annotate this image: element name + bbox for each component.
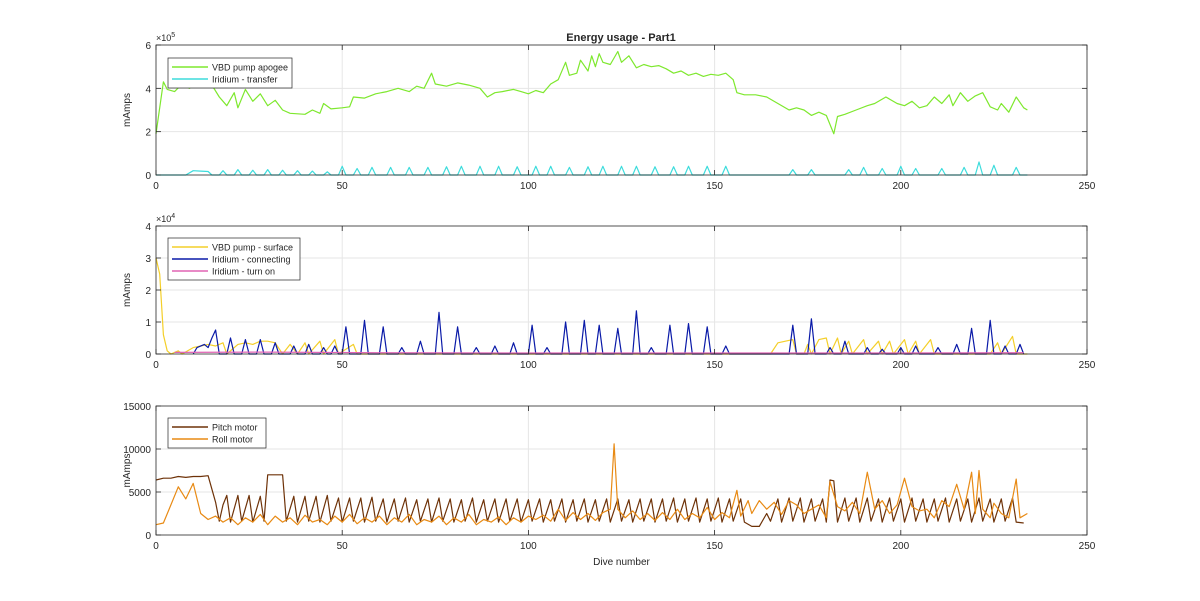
y-tick-label: 4	[145, 222, 151, 233]
legend-entry: Iridium - connecting	[212, 255, 291, 265]
x-tick-label: 100	[520, 181, 537, 192]
x-tick-label: 150	[706, 541, 723, 552]
x-tick-label: 250	[1079, 360, 1096, 371]
y-tick-label: 0	[145, 350, 151, 361]
x-tick-label: 100	[520, 360, 537, 371]
legend-entry: Roll motor	[212, 435, 253, 445]
legend-entry: Pitch motor	[212, 423, 258, 433]
legend-box	[167, 57, 293, 89]
y-tick-label: 3	[145, 254, 151, 265]
y-axis-label: mAmps	[122, 454, 133, 488]
series-line-pitch-motor	[155, 474, 1024, 527]
x-tick-label: 50	[337, 181, 349, 192]
x-tick-label: 50	[337, 541, 349, 552]
legend: VBD pump apogee Iridium - transfer	[167, 57, 293, 89]
x-tick-label: 200	[892, 181, 909, 192]
axes-2: 0 50 100 150 200 250 0 1 2 3 4 ×104 mAmps VBD pump - …	[122, 213, 1096, 371]
y-axis-label: mAmps	[122, 93, 133, 127]
axes-background	[156, 45, 1087, 175]
y-tick-label: 6	[145, 41, 151, 52]
y-tick-label: 0	[145, 171, 151, 182]
x-tick-label: 250	[1079, 181, 1096, 192]
y-tick-label: 4	[145, 84, 151, 95]
y-axis-label: mAmps	[122, 273, 133, 307]
y-tick-label: 10000	[123, 445, 151, 456]
x-tick-label: 250	[1079, 541, 1096, 552]
x-tick-label: 100	[520, 541, 537, 552]
y-tick-label: 15000	[123, 402, 151, 413]
axes-frame	[155, 44, 1088, 176]
axes-background	[156, 406, 1087, 535]
y-exponent-label: ×104	[156, 213, 175, 224]
legend: VBD pump - surface Iridium - connecting Ir…	[167, 237, 301, 281]
y-exponent-label: ×105	[156, 32, 175, 43]
legend-entry: VBD pump - surface	[212, 243, 293, 253]
x-axis-label: Dive number	[593, 557, 650, 568]
x-tick-label: 0	[153, 541, 159, 552]
legend-entry: VBD pump apogee	[212, 63, 288, 73]
series-line-iridium-transfer	[156, 161, 1028, 176]
x-tick-label: 200	[892, 541, 909, 552]
x-tick-label: 50	[337, 360, 349, 371]
legend-entry: Iridium - turn on	[212, 267, 275, 277]
legend: Pitch motor Roll motor	[167, 417, 267, 449]
y-tick-label: 0	[145, 531, 151, 542]
series-line-vbd-pump-apogee	[155, 50, 1028, 135]
y-tick-label: 1	[145, 318, 151, 329]
figure-title: Energy usage - Part1	[566, 32, 675, 44]
y-tick-label: 5000	[129, 488, 152, 499]
x-tick-label: 0	[153, 360, 159, 371]
legend-entry: Iridium - transfer	[212, 75, 278, 85]
x-tick-label: 150	[706, 360, 723, 371]
x-tick-label: 150	[706, 181, 723, 192]
y-tick-label: 2	[145, 128, 151, 139]
x-tick-label: 200	[892, 360, 909, 371]
axes-3: 0 50 100 150 200 250 0 5000 10000 15000 mAmps Dive …	[122, 402, 1096, 568]
y-tick-label: 2	[145, 286, 151, 297]
axes-frame	[155, 405, 1088, 536]
series-line-roll-motor	[155, 443, 1028, 526]
x-tick-label: 0	[153, 181, 159, 192]
axes-1: 0 50 100 150 200 250 0 2 4 6 ×105 mAmps VBD pump apo…	[122, 32, 1096, 192]
legend-box	[167, 417, 267, 449]
